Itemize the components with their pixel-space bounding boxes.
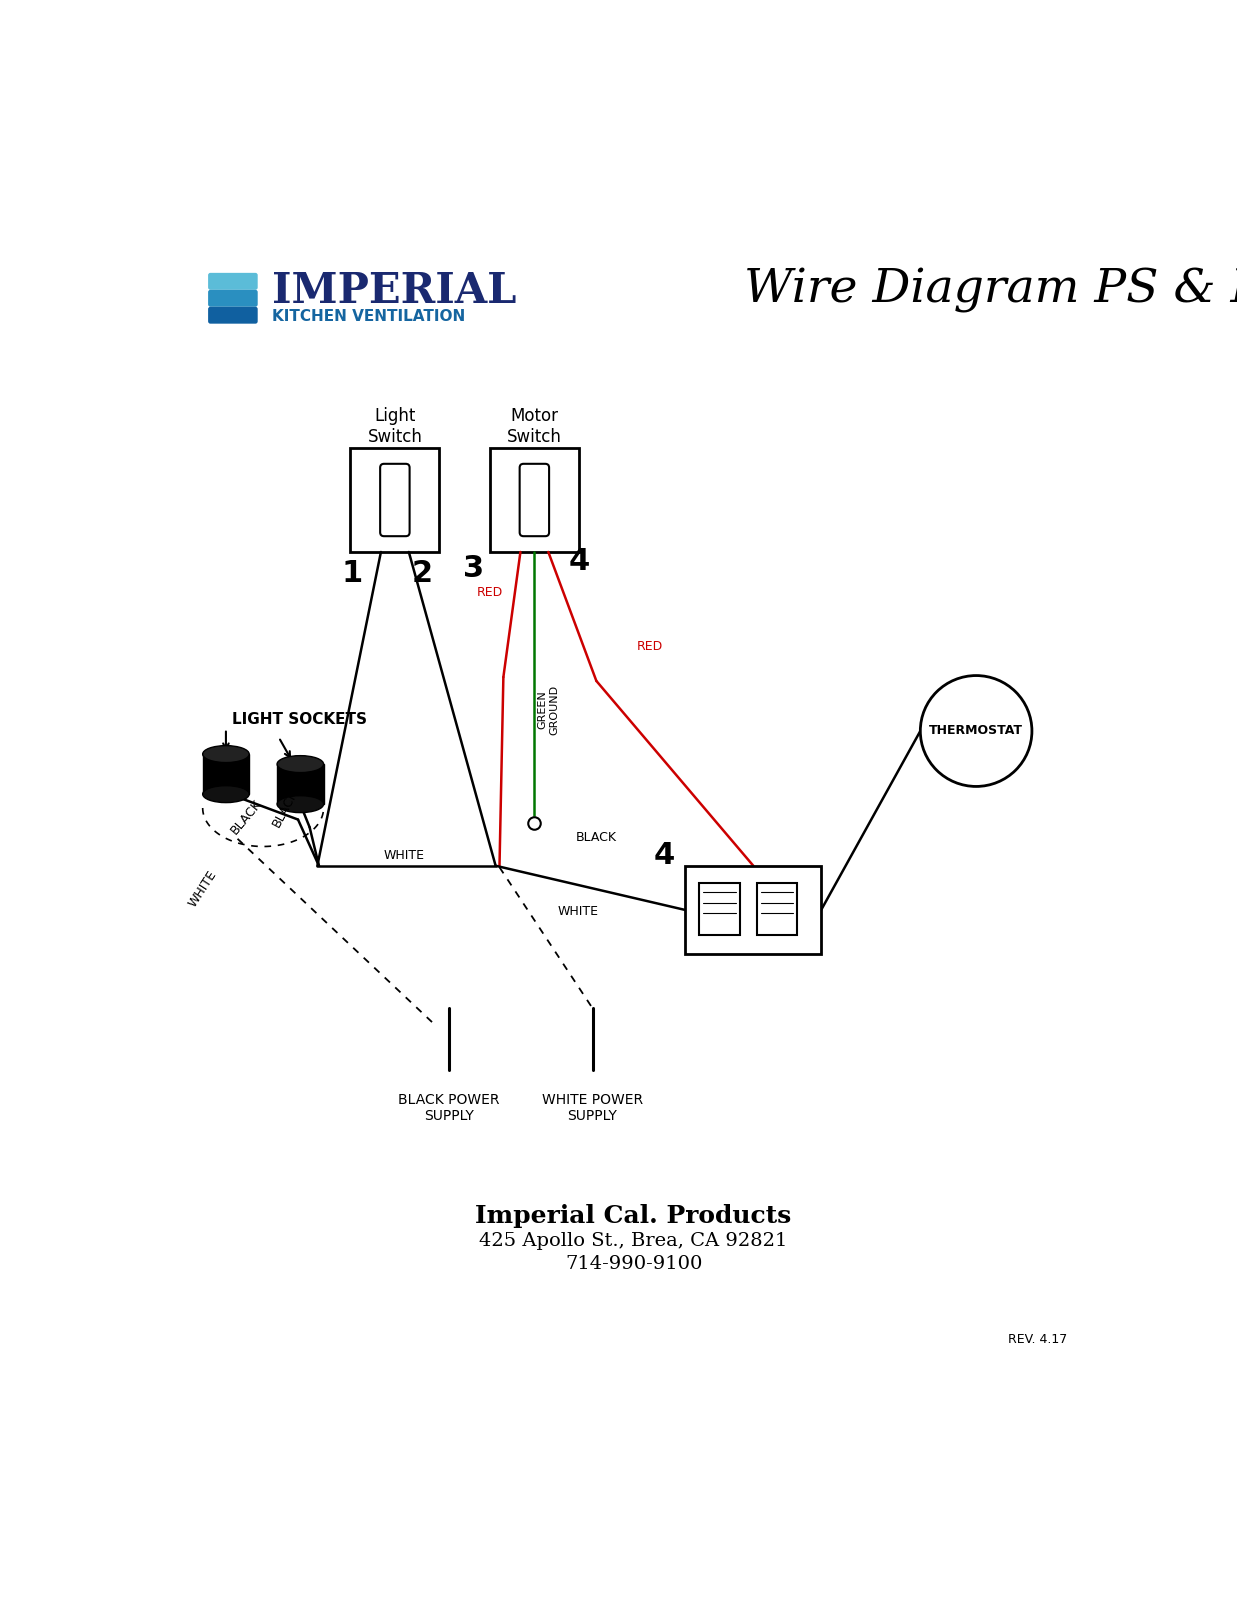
Text: BLACK: BLACK xyxy=(228,797,265,837)
Text: BLACK: BLACK xyxy=(576,830,617,843)
Text: 714-990-9100: 714-990-9100 xyxy=(565,1254,703,1274)
Text: 4: 4 xyxy=(654,842,675,870)
Text: Wire Diagram PS & BP: Wire Diagram PS & BP xyxy=(743,267,1237,314)
Text: BLACK: BLACK xyxy=(270,787,301,829)
FancyBboxPatch shape xyxy=(208,307,257,323)
FancyBboxPatch shape xyxy=(380,464,409,536)
Text: IMPERIAL: IMPERIAL xyxy=(272,269,517,312)
FancyBboxPatch shape xyxy=(208,274,257,290)
Text: THERMOSTAT: THERMOSTAT xyxy=(929,725,1023,738)
Text: WHITE POWER
SUPPLY: WHITE POWER SUPPLY xyxy=(542,1093,643,1123)
Text: WHITE: WHITE xyxy=(558,906,599,918)
Text: KITCHEN VENTILATION: KITCHEN VENTILATION xyxy=(272,309,465,325)
FancyBboxPatch shape xyxy=(208,290,257,307)
Text: BLACK POWER
SUPPLY: BLACK POWER SUPPLY xyxy=(398,1093,500,1123)
FancyBboxPatch shape xyxy=(520,464,549,536)
Bar xyxy=(490,448,579,552)
Text: RED: RED xyxy=(637,640,663,653)
Text: 2: 2 xyxy=(412,558,433,589)
Bar xyxy=(350,448,439,552)
Ellipse shape xyxy=(277,795,324,813)
Ellipse shape xyxy=(203,786,249,803)
Text: 3: 3 xyxy=(464,555,485,584)
Text: 425 Apollo St., Brea, CA 92821: 425 Apollo St., Brea, CA 92821 xyxy=(480,1232,788,1250)
Text: WHITE: WHITE xyxy=(383,850,424,862)
Ellipse shape xyxy=(277,755,324,773)
Text: 1: 1 xyxy=(341,558,362,589)
Text: LIGHT SOCKETS: LIGHT SOCKETS xyxy=(233,712,367,726)
Text: RED: RED xyxy=(476,586,502,598)
Bar xyxy=(203,754,249,794)
Ellipse shape xyxy=(203,746,249,763)
Text: Motor
Switch: Motor Switch xyxy=(507,406,562,446)
Circle shape xyxy=(920,675,1032,787)
Text: WHITE: WHITE xyxy=(186,869,219,909)
Text: Imperial Cal. Products: Imperial Cal. Products xyxy=(475,1205,792,1229)
Text: REV. 4.17: REV. 4.17 xyxy=(1008,1333,1068,1346)
Bar xyxy=(277,765,324,805)
Bar xyxy=(699,883,740,934)
Bar xyxy=(685,866,821,954)
Text: GREEN
GROUND: GREEN GROUND xyxy=(538,685,559,734)
Bar xyxy=(757,883,797,934)
Text: 4: 4 xyxy=(569,547,590,576)
Text: Light
Switch: Light Switch xyxy=(367,406,422,446)
